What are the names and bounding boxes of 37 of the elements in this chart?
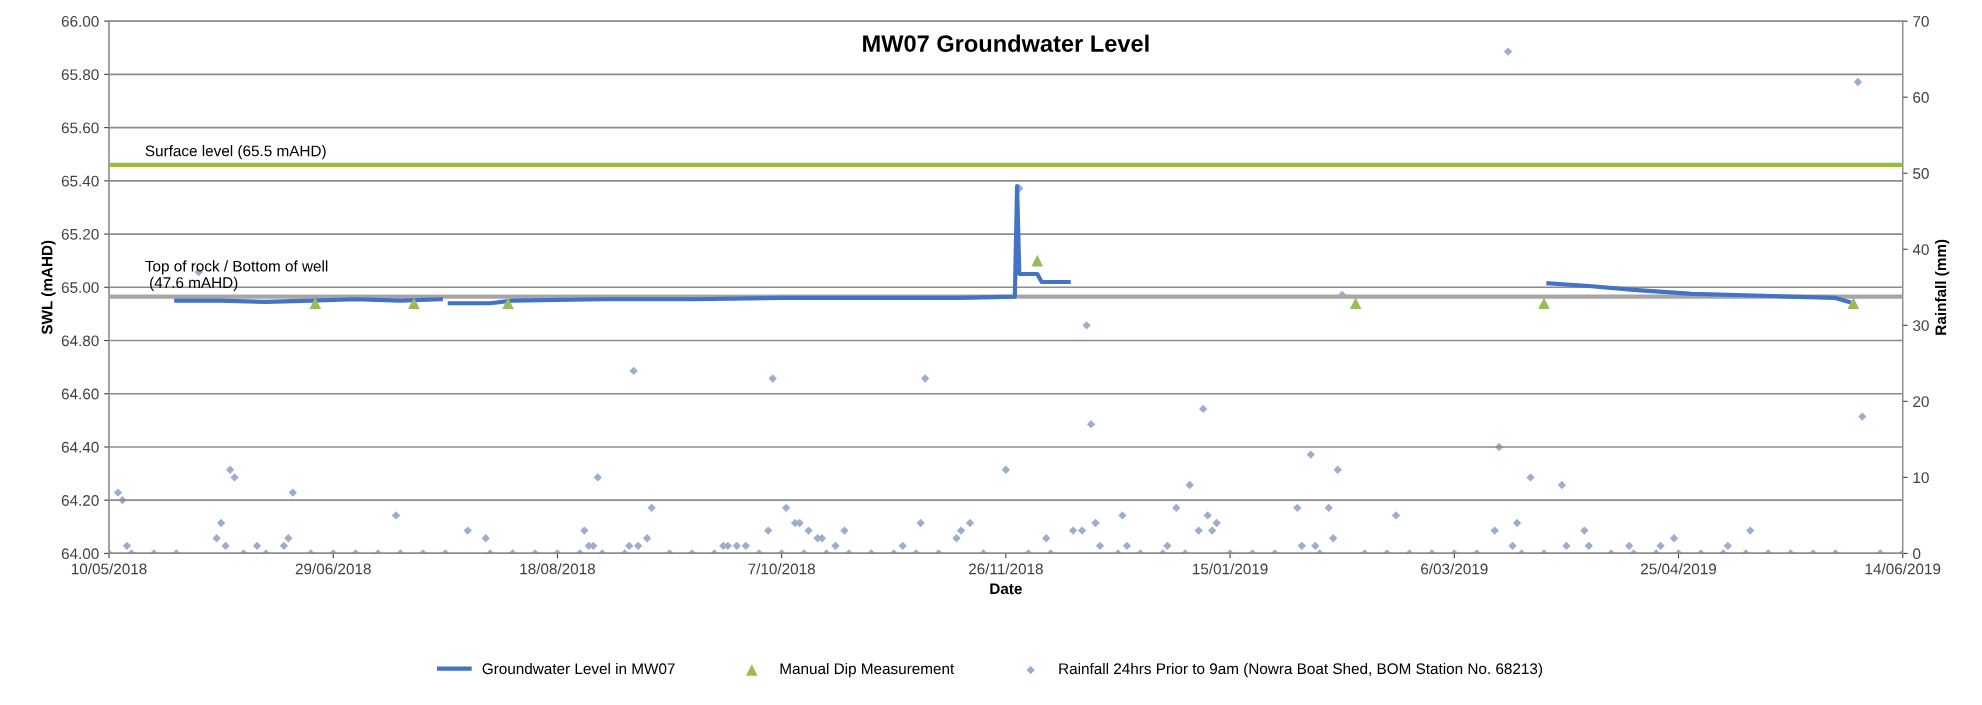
x-tick-label: 25/04/2019	[1641, 563, 1717, 575]
chart-title: MW07 Groundwater Level	[863, 34, 1149, 52]
x-tick-label: 26/11/2018	[968, 563, 1043, 575]
y-tick-label: 64.80	[61, 335, 99, 347]
y2-tick-label: 50	[1913, 168, 1929, 179]
y-tick-label: 66.00	[61, 16, 99, 27]
y-tick-label: 65.20	[61, 228, 99, 240]
x-tick-label: 18/08/2018	[520, 563, 596, 575]
y2-tick-label: 70	[1913, 16, 1929, 27]
x-axis-title: Date	[990, 583, 1022, 595]
y-tick-label: 65.40	[61, 175, 99, 187]
legend-label: Rainfall 24hrs Prior to 9am (Nowra Boat Shed, BOM Station No. 68213)	[1059, 662, 1543, 678]
y-tick-label: 65.00	[61, 282, 99, 293]
y2-tick-label: 20	[1913, 396, 1929, 408]
y2-tick-label: 40	[1912, 244, 1929, 255]
y2-tick-label: 30	[1913, 320, 1929, 331]
y2-tick-label: 60	[1913, 92, 1929, 103]
y2-tick-label: 10	[1913, 472, 1929, 484]
y-tick-label: 65.80	[61, 69, 99, 81]
y-axis-title: SWL (mAHD)	[41, 240, 56, 335]
ref-line-label: Surface level (65.5 mAHD)	[145, 145, 326, 160]
x-tick-label: 29/06/2018	[295, 563, 371, 575]
y2-tick-label: 0	[1913, 548, 1921, 560]
x-tick-label: 6/03/2019	[1421, 563, 1488, 575]
y-tick-label: 65.60	[61, 122, 99, 134]
y2-axis-title: Rainfall (mm)	[1934, 239, 1950, 335]
x-tick-label: 7/10/2018	[748, 563, 815, 575]
y-tick-label: 64.60	[61, 388, 99, 400]
x-tick-label: 14/06/2019	[1865, 563, 1941, 575]
ref-line-label: Top of rock / Bottom of well (47.6 mAHD)	[145, 260, 328, 292]
x-tick-label: 10/05/2018	[71, 563, 147, 575]
y-tick-label: 64.20	[61, 495, 99, 506]
y-tick-label: 64.40	[61, 441, 99, 453]
legend-label: Manual Dip Measurement	[780, 662, 955, 678]
legend-label: Groundwater Level in MW07	[482, 662, 675, 675]
x-tick-label: 15/01/2019	[1193, 563, 1268, 575]
y-tick-label: 64.00	[61, 548, 99, 560]
